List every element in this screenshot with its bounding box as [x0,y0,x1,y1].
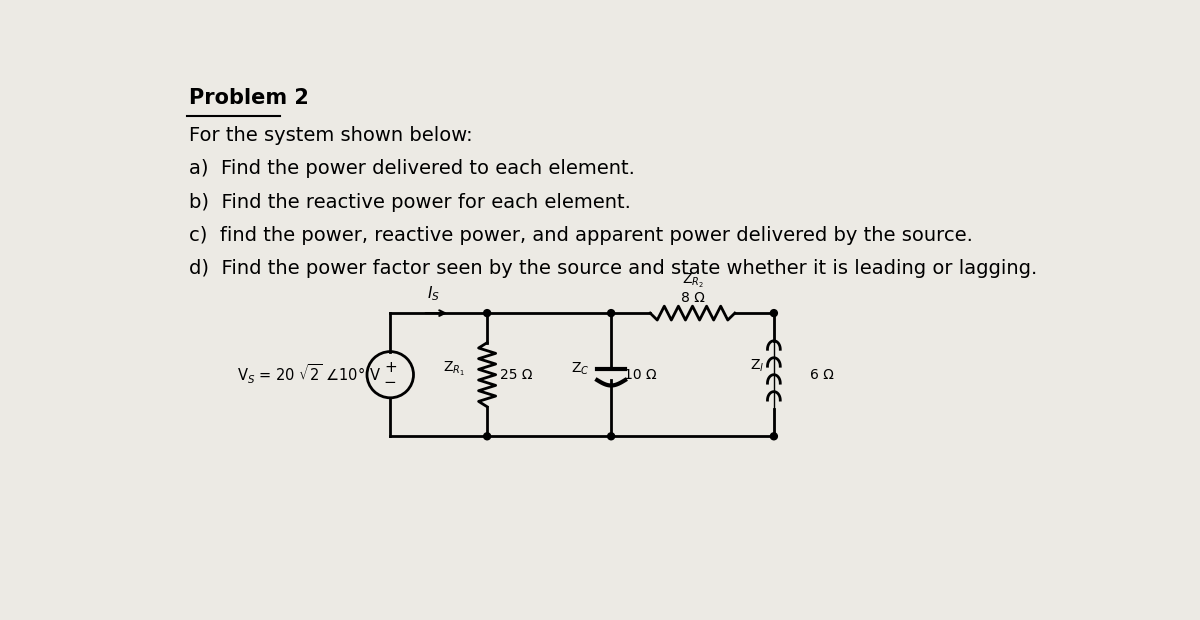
Text: For the system shown below:: For the system shown below: [188,126,473,145]
Circle shape [484,309,491,317]
Text: Z$_{R_1}$: Z$_{R_1}$ [444,360,466,378]
Circle shape [607,433,614,440]
Text: 6 Ω: 6 Ω [810,368,834,382]
Text: −: − [384,375,397,390]
Text: a)  Find the power delivered to each element.: a) Find the power delivered to each elem… [188,159,635,179]
Text: I$_S$: I$_S$ [427,285,439,303]
Text: d)  Find the power factor seen by the source and state whether it is leading or : d) Find the power factor seen by the sou… [188,259,1037,278]
Text: Z$_l$: Z$_l$ [750,357,764,374]
Text: V$_S$ = 20 $\sqrt{2}$ $\angle$10° V: V$_S$ = 20 $\sqrt{2}$ $\angle$10° V [238,363,380,386]
Text: Z$_C$: Z$_C$ [571,360,589,377]
Text: 10 Ω: 10 Ω [624,368,656,382]
Text: +: + [384,360,397,374]
Text: c)  find the power, reactive power, and apparent power delivered by the source.: c) find the power, reactive power, and a… [188,226,973,245]
Text: Z$_{R_2}$: Z$_{R_2}$ [682,272,703,290]
Circle shape [770,309,778,317]
Text: b)  Find the reactive power for each element.: b) Find the reactive power for each elem… [188,193,631,211]
Circle shape [770,433,778,440]
Text: 8 Ω: 8 Ω [680,291,704,306]
Text: Problem 2: Problem 2 [188,87,308,108]
Text: 25 Ω: 25 Ω [499,368,532,382]
Circle shape [607,309,614,317]
Circle shape [484,433,491,440]
